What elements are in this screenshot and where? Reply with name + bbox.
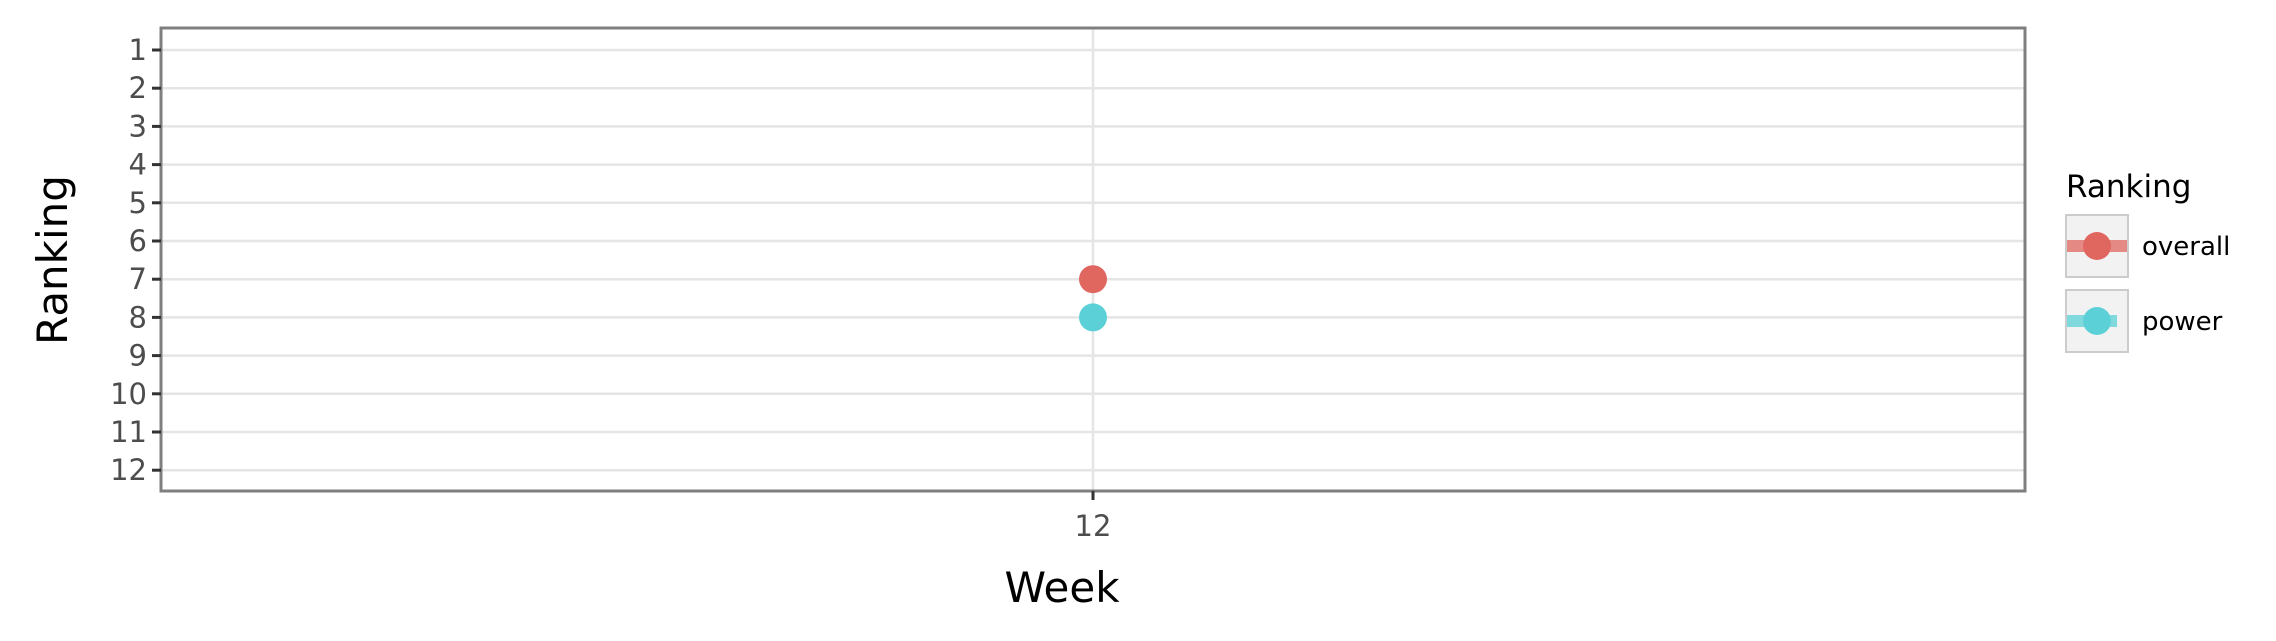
legend-title: Ranking xyxy=(2066,169,2191,205)
y-tick-label: 12 xyxy=(110,453,147,487)
legend-marker-power xyxy=(2083,307,2111,335)
y-tick-label: 7 xyxy=(129,262,147,296)
x-axis-title: Week xyxy=(1004,563,1120,612)
y-tick-label: 3 xyxy=(129,109,147,143)
y-tick-label: 6 xyxy=(129,224,147,258)
y-tick-label: 8 xyxy=(129,300,147,334)
y-tick-label: 1 xyxy=(129,33,147,67)
gridlines xyxy=(161,28,2025,491)
x-axis: 12 xyxy=(1075,491,1112,543)
y-axis-title: Ranking xyxy=(28,175,77,345)
data-point-power xyxy=(1079,303,1107,332)
legend: Ranking overall power xyxy=(2065,169,2230,353)
data-points xyxy=(1079,265,1107,332)
y-tick-label: 2 xyxy=(129,71,147,105)
x-tick-label: 12 xyxy=(1075,509,1112,543)
legend-label-overall: overall xyxy=(2142,232,2230,262)
legend-marker-overall xyxy=(2083,232,2111,260)
y-tick-label: 5 xyxy=(129,186,147,220)
data-point-overall xyxy=(1079,265,1107,294)
y-tick-label: 9 xyxy=(129,339,147,373)
y-tick-label: 10 xyxy=(110,377,147,411)
y-tick-label: 11 xyxy=(110,415,147,449)
legend-label-power: power xyxy=(2142,307,2223,337)
y-tick-label: 4 xyxy=(129,148,147,182)
